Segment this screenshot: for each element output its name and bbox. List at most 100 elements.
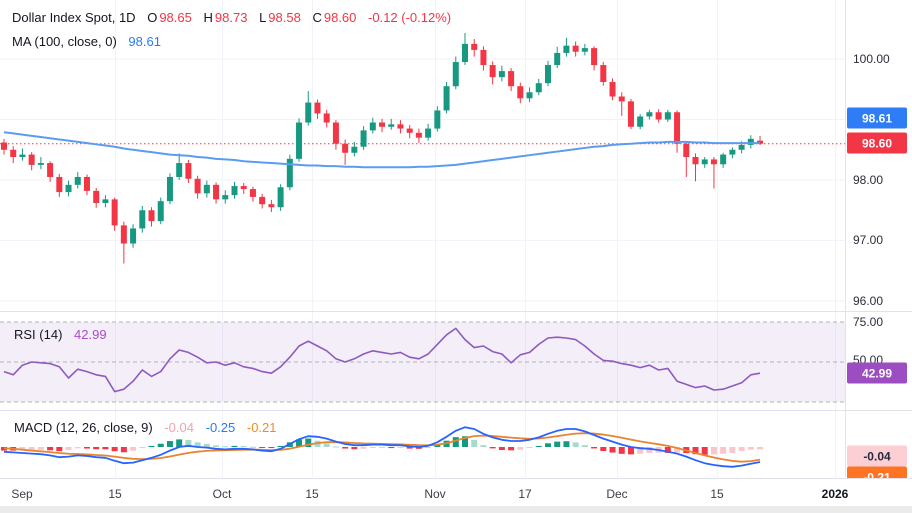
macd-histogram-bar xyxy=(83,447,90,449)
candle-body xyxy=(425,128,432,138)
macd-signal-value: -0.21 xyxy=(246,420,277,435)
price-scale-label: 100.00 xyxy=(853,52,890,66)
macd-histogram-bar xyxy=(194,442,201,447)
candle-body xyxy=(563,45,570,53)
ma100-line xyxy=(3,131,761,169)
ma-label: MA (100, close, 0) xyxy=(12,34,117,49)
macd-histogram-bar xyxy=(351,447,358,450)
macd-histogram-bar xyxy=(609,447,616,453)
candle-body xyxy=(544,65,551,84)
candle-body xyxy=(286,158,293,188)
candle-body xyxy=(369,122,376,131)
macd-histogram-bar xyxy=(563,441,570,447)
macd-histogram-bar xyxy=(342,447,349,449)
candle-body xyxy=(102,199,109,203)
macd-histogram-bar xyxy=(259,447,266,448)
ma-legend[interactable]: MA (100, close, 0) 98.61 xyxy=(12,34,161,49)
macd-histogram-bar xyxy=(222,446,229,448)
candle-body xyxy=(388,124,395,127)
candle-body xyxy=(379,122,386,127)
low-value: L 98.58 xyxy=(259,10,301,25)
macd-histogram-bar xyxy=(277,445,284,447)
macd-histogram-bar xyxy=(544,443,551,447)
candle-body xyxy=(93,190,100,203)
symbol-legend[interactable]: Dollar Index Spot, 1D O 98.65 H 98.73 L 98.… xyxy=(12,10,451,25)
time-scale-label: Sep xyxy=(11,487,33,501)
macd-histogram-bar xyxy=(185,439,192,447)
candle-body xyxy=(203,184,210,194)
macd-histogram-bar xyxy=(554,441,561,447)
candle-body xyxy=(397,124,404,129)
candle-body xyxy=(674,112,681,144)
macd-histogram-bar xyxy=(388,447,395,449)
macd-histogram-bar xyxy=(425,447,432,448)
candle-body xyxy=(305,102,312,123)
candle-body xyxy=(452,62,459,87)
price-badge: 98.60 xyxy=(847,132,907,154)
candle-body xyxy=(185,163,192,179)
macd-histogram-bar xyxy=(65,447,72,450)
macd-histogram-bar xyxy=(508,447,515,451)
macd-histogram-bar xyxy=(240,446,247,448)
macd-histogram-bar xyxy=(692,447,699,455)
candle-body xyxy=(406,128,413,133)
change-value: -0.12 (-0.12%) xyxy=(368,10,452,25)
candle-body xyxy=(74,176,81,185)
candle-body xyxy=(692,157,699,165)
macd-histogram-bar xyxy=(747,447,754,450)
rsi-line xyxy=(3,327,761,393)
price-scale-label: 96.00 xyxy=(853,294,884,308)
macd-histogram-bar xyxy=(664,447,671,453)
candle-body xyxy=(130,228,137,244)
candle-body xyxy=(360,130,367,147)
candle-body xyxy=(591,48,598,66)
price-scale-label: 97.00 xyxy=(853,233,884,247)
candle-body xyxy=(47,163,54,177)
macd-histogram-bar xyxy=(360,447,367,449)
macd-histogram-bar xyxy=(535,445,542,447)
candle-body xyxy=(231,186,238,196)
candle-body xyxy=(747,138,754,145)
macd-histogram-bar xyxy=(203,443,210,447)
macd-histogram-bar xyxy=(157,443,164,447)
open-value: O 98.65 xyxy=(147,10,192,25)
macd-histogram-bar xyxy=(332,446,339,448)
macd-histogram-bar xyxy=(176,439,183,447)
candle-body xyxy=(655,112,662,120)
candle-body xyxy=(415,132,422,138)
macd-histogram-bar xyxy=(572,442,579,447)
candle-body xyxy=(434,110,441,129)
candle-body xyxy=(342,143,349,153)
time-scale-label: Nov xyxy=(424,487,446,501)
macd-histogram-bar xyxy=(379,447,386,448)
macd-histogram-bar xyxy=(674,447,681,453)
macd-legend[interactable]: MACD (12, 26, close, 9) -0.04 -0.25 -0.2… xyxy=(14,420,277,435)
candle-body xyxy=(10,149,17,158)
candle-body xyxy=(664,112,671,120)
macd-hist-value: -0.04 xyxy=(164,420,194,435)
price-badge: 98.61 xyxy=(847,107,907,129)
candle-body xyxy=(194,178,201,194)
macd-histogram-bar xyxy=(130,447,137,451)
rsi-label: RSI (14) xyxy=(14,327,63,342)
macd-histogram-bar xyxy=(729,447,736,453)
candle-body xyxy=(526,92,533,99)
time-scale-label: 2026 xyxy=(821,487,849,501)
rsi-value: 42.99 xyxy=(74,327,107,342)
candle-body xyxy=(83,176,90,191)
candle-body xyxy=(56,176,63,193)
candle-body xyxy=(738,144,745,150)
macd-histogram-bar xyxy=(471,439,478,447)
candle-body xyxy=(480,49,487,66)
close-value: C 98.60 xyxy=(312,10,357,25)
candle-body xyxy=(471,43,478,50)
macd-histogram-bar xyxy=(406,447,413,449)
macd-histogram-bar xyxy=(757,447,764,450)
macd-histogram-bar xyxy=(627,447,634,455)
time-scale-label: 15 xyxy=(305,487,319,501)
candle-body xyxy=(120,225,127,244)
macd-histogram-bar xyxy=(139,447,146,449)
rsi-legend[interactable]: RSI (14) 42.99 xyxy=(14,327,107,342)
candle-body xyxy=(443,86,450,111)
